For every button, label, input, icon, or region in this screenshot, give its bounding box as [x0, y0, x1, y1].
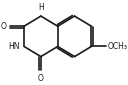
Text: H: H	[38, 3, 44, 12]
Text: OCH₃: OCH₃	[107, 42, 127, 51]
Text: O: O	[1, 22, 7, 31]
Text: HN: HN	[8, 42, 20, 51]
Text: O: O	[38, 74, 44, 83]
